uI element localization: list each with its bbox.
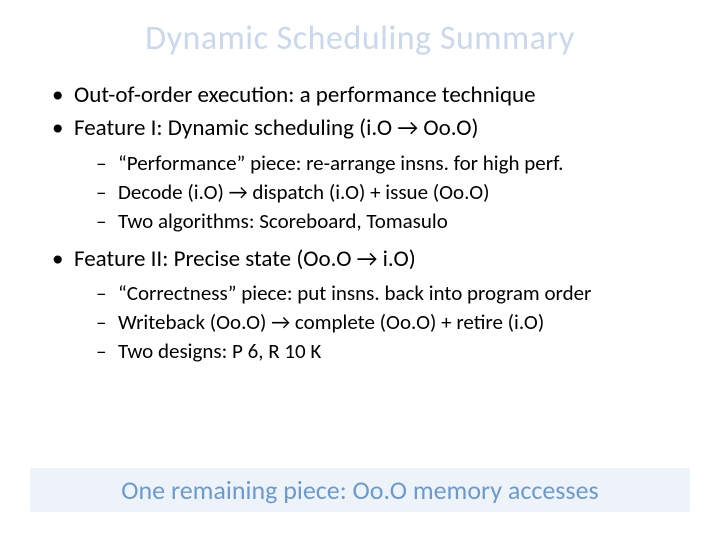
sub-bullet-item: Two designs: P 6, R 10 K	[96, 338, 690, 365]
sub-bullet-text: Two algorithms: Scoreboard, Tomasulo	[118, 208, 448, 234]
sub-bullet-item: “Performance” piece: re-arrange insns. f…	[96, 150, 690, 177]
sub-bullet-text: “Performance” piece: re-arrange insns. f…	[118, 150, 563, 176]
footer-text: One remaining piece: Oo.O memory accesse…	[121, 474, 598, 506]
bullet-text: Out-of-order execution: a performance te…	[74, 81, 536, 109]
sub-bullet-list: “Correctness” piece: put insns. back int…	[74, 280, 690, 365]
bullet-item: Out-of-order execution: a performance te…	[50, 81, 690, 110]
sub-bullet-text: “Correctness” piece: put insns. back int…	[118, 280, 591, 306]
sub-bullet-item: Writeback (Oo.O) → complete (Oo.O) + ret…	[96, 309, 690, 336]
sub-bullet-list: “Performance” piece: re-arrange insns. f…	[74, 150, 690, 235]
sub-bullet-item: “Correctness” piece: put insns. back int…	[96, 280, 690, 307]
slide-container: Dynamic Scheduling Summary Out-of-order …	[0, 0, 720, 540]
footer-callout: One remaining piece: Oo.O memory accesse…	[30, 468, 690, 512]
bullet-item: Feature II: Precise state (Oo.O → i.O) “…	[50, 245, 690, 365]
bullet-text: Feature I: Dynamic scheduling (i.O → Oo.…	[74, 114, 478, 142]
sub-bullet-item: Two algorithms: Scoreboard, Tomasulo	[96, 208, 690, 235]
slide-title: Dynamic Scheduling Summary	[30, 18, 690, 59]
sub-bullet-text: Writeback (Oo.O) → complete (Oo.O) + ret…	[118, 309, 544, 335]
bullet-list: Out-of-order execution: a performance te…	[30, 81, 690, 365]
bullet-item: Feature I: Dynamic scheduling (i.O → Oo.…	[50, 114, 690, 234]
sub-bullet-text: Decode (i.O) → dispatch (i.O) + issue (O…	[118, 179, 489, 205]
sub-bullet-text: Two designs: P 6, R 10 K	[118, 338, 321, 364]
bullet-text: Feature II: Precise state (Oo.O → i.O)	[74, 245, 416, 273]
sub-bullet-item: Decode (i.O) → dispatch (i.O) + issue (O…	[96, 179, 690, 206]
